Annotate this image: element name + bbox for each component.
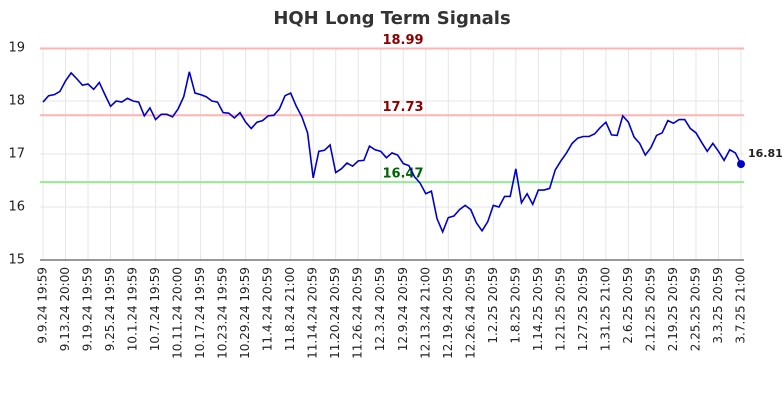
y-tick-label: 15 bbox=[8, 253, 25, 268]
signal-label: 18.99 bbox=[382, 33, 423, 48]
x-tick-label: 10.1.24 19:59 bbox=[126, 267, 140, 351]
x-tick-label: 10.17.24 19:59 bbox=[193, 267, 207, 359]
x-tick-label: 3.7.25 21:00 bbox=[734, 267, 748, 344]
x-tick-label: 11.14.24 20:59 bbox=[306, 267, 320, 359]
x-tick-label: 10.7.24 19:59 bbox=[148, 267, 162, 351]
last-value-label: 16.81 bbox=[748, 147, 783, 160]
chart-title: HQH Long Term Signals bbox=[273, 8, 510, 29]
x-tick-label: 10.23.24 19:59 bbox=[216, 267, 230, 359]
x-tick-label: 1.8.25 20:59 bbox=[508, 267, 522, 344]
x-tick-label: 9.9.24 19:59 bbox=[36, 267, 50, 344]
x-tick-label: 1.21.25 20:59 bbox=[553, 267, 567, 351]
x-tick-label: 1.27.25 20:59 bbox=[576, 267, 590, 351]
x-tick-label: 12.9.24 20:59 bbox=[396, 267, 410, 351]
x-tick-label: 9.13.24 20:00 bbox=[58, 267, 72, 351]
x-tick-label: 3.3.25 20:59 bbox=[711, 267, 725, 344]
y-tick-label: 18 bbox=[8, 94, 25, 109]
signal-label: 17.73 bbox=[382, 100, 423, 115]
x-tick-label: 2.12.25 20:59 bbox=[643, 267, 657, 351]
price-line bbox=[42, 71, 742, 235]
x-tick-label: 1.31.25 21:00 bbox=[598, 267, 612, 351]
x-tick-label: 11.8.24 21:00 bbox=[283, 267, 297, 351]
signal-label: 16.47 bbox=[382, 167, 423, 182]
x-tick-label: 11.20.24 20:59 bbox=[328, 267, 342, 359]
y-tick-label: 17 bbox=[8, 147, 25, 162]
x-tick-label: 2.25.25 20:59 bbox=[688, 267, 702, 351]
y-tick-label: 19 bbox=[8, 41, 25, 56]
x-tick-label: 9.25.24 19:59 bbox=[103, 267, 117, 351]
x-tick-label: 12.19.24 20:59 bbox=[441, 267, 455, 359]
x-tick-label: 12.13.24 21:00 bbox=[418, 267, 432, 359]
x-tick-label: 1.2.25 20:59 bbox=[486, 267, 500, 344]
x-tick-label: 2.6.25 20:59 bbox=[621, 267, 635, 344]
x-tick-label: 1.14.25 20:59 bbox=[531, 267, 545, 351]
x-tick-label: 11.4.24 20:59 bbox=[261, 267, 275, 351]
x-tick-label: 10.29.24 19:59 bbox=[238, 267, 252, 359]
last-point bbox=[737, 160, 745, 169]
x-tick-label: 12.3.24 20:59 bbox=[373, 267, 387, 351]
x-tick-label: 9.19.24 19:59 bbox=[81, 267, 95, 351]
x-tick-label: 11.26.24 20:59 bbox=[351, 267, 365, 359]
x-tick-label: 10.11.24 20:00 bbox=[171, 267, 185, 359]
y-tick-label: 16 bbox=[8, 200, 25, 215]
x-tick-label: 12.26.24 20:59 bbox=[463, 267, 477, 359]
x-tick-label: 2.19.25 20:59 bbox=[666, 267, 680, 351]
